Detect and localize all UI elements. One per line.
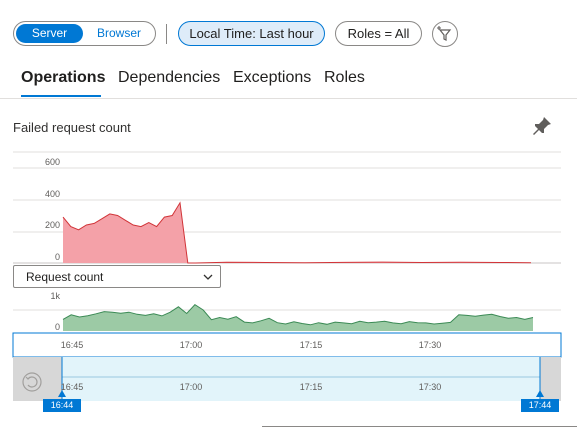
series-line xyxy=(62,303,534,326)
tab-dependencies[interactable]: Dependencies xyxy=(118,69,221,86)
server-option[interactable]: Server xyxy=(16,24,83,43)
reset-zoom-icon xyxy=(22,372,42,392)
y-tick-label: 1k xyxy=(50,291,60,301)
chevron-down-icon xyxy=(203,274,213,280)
active-tab-indicator xyxy=(21,95,101,97)
brush-left-handle xyxy=(58,390,66,397)
x-tick-label: 17:15 xyxy=(299,340,323,350)
series-area xyxy=(63,202,531,263)
clipped-panel-edge xyxy=(262,426,577,430)
x-tick-label: 17:00 xyxy=(179,340,203,350)
x-tick-label: 17:30 xyxy=(418,340,442,350)
brush-window-top xyxy=(12,332,562,358)
series-line xyxy=(62,201,532,264)
tab-roles[interactable]: Roles xyxy=(324,69,365,86)
brush-start-label[interactable]: 16:44 xyxy=(43,399,81,412)
y-tick-label: 200 xyxy=(44,220,60,230)
server-browser-toggle[interactable]: Server Browser xyxy=(13,21,156,46)
y-tick-label: 400 xyxy=(44,189,60,199)
time-range-filter[interactable]: Local Time: Last hour xyxy=(178,21,325,46)
tab-exceptions[interactable]: Exceptions xyxy=(233,69,312,86)
brush-tick-label: 17:30 xyxy=(418,382,442,392)
brush-end-label[interactable]: 17:44 xyxy=(521,399,559,412)
series-area xyxy=(63,304,533,331)
tab-operations[interactable]: Operations xyxy=(21,69,106,86)
brush-left-gutter xyxy=(13,357,62,401)
pin-button[interactable] xyxy=(530,114,554,138)
chart-title: Failed request count xyxy=(13,120,131,135)
metric-selector-value: Request count xyxy=(26,270,104,284)
brush-tick-label: 16:45 xyxy=(60,382,84,392)
y-tick-label: 0 xyxy=(54,322,60,332)
x-tick-label: 16:45 xyxy=(60,340,84,350)
filter-add-icon xyxy=(437,26,452,41)
brush-selection xyxy=(13,357,561,401)
add-filter-button[interactable] xyxy=(432,21,458,47)
brush-right-gutter xyxy=(540,357,561,401)
metric-selector-dropdown[interactable]: Request count xyxy=(13,265,221,288)
toolbar-divider xyxy=(166,24,167,44)
y-tick-label: 0 xyxy=(54,252,60,262)
tabs-divider xyxy=(0,98,577,99)
brush-right-handle xyxy=(536,390,544,397)
browser-option[interactable]: Browser xyxy=(96,26,141,40)
brush-tick-label: 17:00 xyxy=(179,382,203,392)
brush-tick-label: 17:15 xyxy=(299,382,323,392)
reset-zoom-button[interactable] xyxy=(20,370,44,394)
pin-icon xyxy=(533,117,551,135)
y-tick-label: 600 xyxy=(44,157,60,167)
roles-filter[interactable]: Roles = All xyxy=(335,21,422,46)
